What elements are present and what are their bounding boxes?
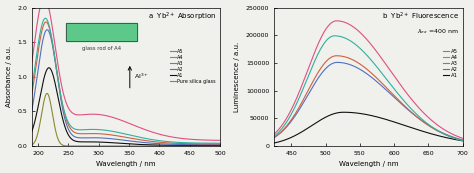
- Legend: A5, A4, A3, A2, A1: A5, A4, A3, A2, A1: [443, 49, 458, 78]
- Text: b  Yb$^{2+}$ Fluorescence: b Yb$^{2+}$ Fluorescence: [382, 10, 459, 22]
- X-axis label: Wavelength / nm: Wavelength / nm: [338, 161, 398, 167]
- Y-axis label: Absorbance / a.u.: Absorbance / a.u.: [6, 46, 11, 107]
- Bar: [66, 23, 137, 41]
- X-axis label: Wavelength / nm: Wavelength / nm: [96, 161, 156, 167]
- Bar: [66, 23, 137, 41]
- Legend: A5, A4, A3, A2, A1, Pure silica glass: A5, A4, A3, A2, A1, Pure silica glass: [170, 49, 216, 84]
- Text: glass rod of A4: glass rod of A4: [82, 46, 121, 51]
- Text: Al$^{3+}$: Al$^{3+}$: [134, 72, 148, 81]
- Text: a  Yb$^{2+}$ Absorption: a Yb$^{2+}$ Absorption: [148, 10, 217, 23]
- Y-axis label: Luminescence / a.u.: Luminescence / a.u.: [234, 42, 240, 112]
- Text: $\lambda_{ex}$ =400 nm: $\lambda_{ex}$ =400 nm: [417, 27, 459, 36]
